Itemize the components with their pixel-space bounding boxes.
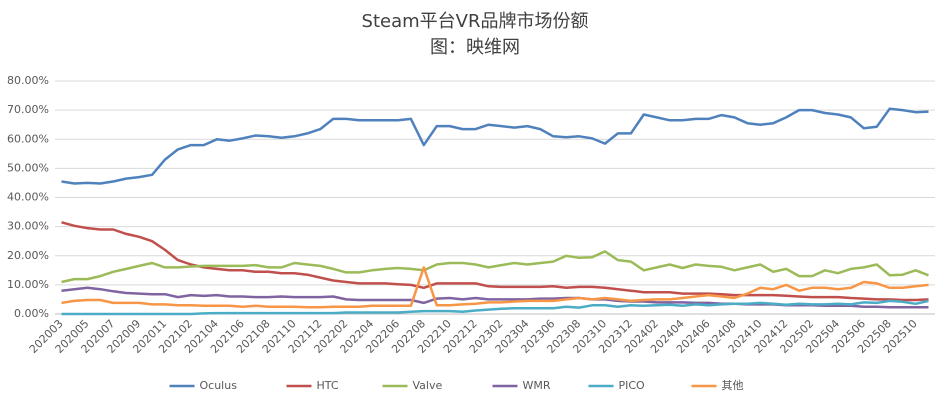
chart-title: Steam平台VR品牌市场份额 [362, 11, 589, 32]
y-tick-label: 20.00% [7, 249, 49, 262]
series-line [61, 107, 929, 185]
y-tick-label: 50.00% [7, 161, 49, 174]
y-tick-label: 0.00% [14, 307, 49, 320]
legend-label: PICO [619, 379, 646, 392]
legend-label: 其他 [722, 379, 744, 392]
chart-subtitle: 图：映维网 [430, 37, 520, 58]
series-line [61, 250, 929, 284]
series-line [61, 299, 929, 316]
y-tick-label: 80.00% [7, 74, 49, 87]
legend-label: WMR [523, 379, 551, 392]
y-tick-label: 30.00% [7, 220, 49, 233]
legend-label: HTC [317, 379, 339, 392]
y-tick-label: 10.00% [7, 278, 49, 291]
y-tick-label: 60.00% [7, 132, 49, 145]
series-line [61, 221, 929, 302]
y-tick-label: 40.00% [7, 191, 49, 204]
series-line [61, 266, 929, 309]
y-tick-label: 70.00% [7, 103, 49, 116]
legend-label: Oculus [200, 379, 238, 392]
legend-label: Valve [413, 379, 443, 392]
